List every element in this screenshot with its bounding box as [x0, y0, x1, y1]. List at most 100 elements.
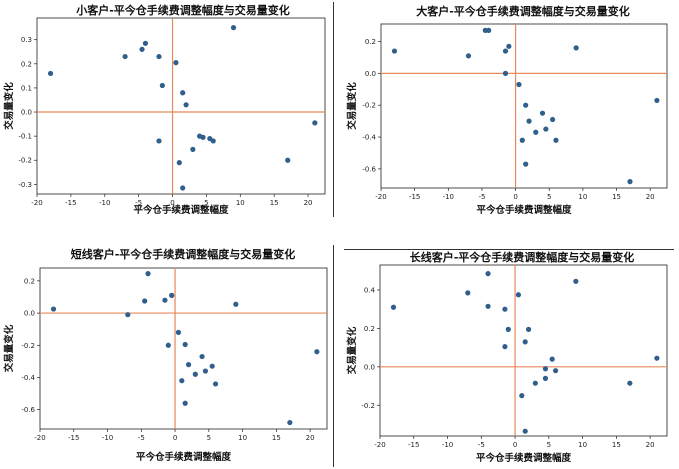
- y-tick-label: 0.0: [364, 363, 375, 371]
- scatter-point: [314, 349, 320, 355]
- y-tick-label: -0.1: [18, 133, 32, 141]
- y-axis-label: 交易量变化: [346, 326, 358, 374]
- x-tick-label: 0: [170, 199, 174, 207]
- scatter-point: [142, 298, 148, 304]
- scatter-point: [162, 297, 168, 303]
- panel-divider-horizontal: [344, 249, 674, 250]
- scatter-point: [654, 355, 660, 361]
- scatter-point: [552, 368, 559, 374]
- x-tick-label: 10: [236, 199, 245, 207]
- scatter-point: [506, 43, 512, 49]
- y-tick-label: 0.2: [365, 38, 376, 46]
- x-tick-label: -5: [478, 441, 485, 449]
- scatter-point: [627, 179, 633, 185]
- x-tick-label: 10: [238, 434, 247, 442]
- scatter-point: [390, 304, 397, 310]
- scatter-point: [179, 378, 185, 384]
- scatter-point: [543, 126, 549, 132]
- plot-area-frame: [36, 17, 326, 195]
- scatter-point: [175, 329, 182, 335]
- scatter-point: [526, 118, 532, 124]
- scatter-point: [156, 53, 162, 60]
- y-axis-label: 交易量变化: [3, 324, 15, 372]
- plot-area-frame: [379, 264, 668, 437]
- scatter-point: [199, 353, 205, 360]
- scatter-point: [169, 292, 175, 298]
- y-axis-label: 交易量变化: [346, 82, 358, 130]
- scatter-point: [287, 419, 293, 426]
- panel-divider-top: [333, 2, 334, 217]
- x-tick-label: 15: [612, 193, 621, 201]
- panel-divider-bottom: [333, 245, 334, 467]
- scatter-point: [523, 161, 529, 167]
- x-tick-label: 15: [270, 199, 279, 207]
- x-axis-label: 平今仓手续费调整幅度: [136, 451, 232, 463]
- scatter-point: [502, 70, 509, 76]
- scatter-point: [391, 48, 398, 54]
- scatter-point: [486, 27, 492, 33]
- scatter-point: [125, 312, 131, 318]
- x-tick-label: 10: [578, 193, 587, 201]
- x-tick-label: 20: [646, 441, 655, 449]
- scatter-point: [532, 380, 538, 386]
- scatter-point: [522, 428, 528, 434]
- scatter-point: [573, 278, 579, 284]
- y-tick-label: -0.4: [362, 134, 376, 142]
- scatter-point: [165, 342, 171, 348]
- y-tick-label: 0.0: [365, 70, 376, 78]
- x-tick-label: -10: [443, 193, 454, 201]
- scatter-point: [122, 53, 128, 60]
- scatter-point: [525, 326, 532, 332]
- scatter-point: [176, 160, 182, 166]
- x-tick-label: -10: [442, 441, 453, 449]
- y-tick-label: 0.0: [21, 109, 32, 117]
- scatter-point: [182, 341, 188, 348]
- scatter-point: [212, 381, 219, 387]
- x-tick-label: 0: [173, 434, 177, 442]
- y-tick-label: -0.2: [362, 102, 376, 110]
- y-tick-label: 0.0: [24, 310, 35, 318]
- scatter-point: [173, 60, 179, 66]
- y-tick-label: 0.4: [364, 286, 376, 294]
- scatter-point: [139, 46, 145, 52]
- scatter-point: [230, 25, 237, 31]
- y-axis-label: 交易量变化: [3, 82, 15, 130]
- y-tick-label: -0.3: [18, 181, 32, 189]
- chart-title: 小客户-平今仓手续费调整幅度与交易量变化: [75, 3, 290, 17]
- chart-title: 大客户-平今仓手续费调整幅度与交易量变化: [416, 4, 630, 18]
- scatter-point: [285, 157, 291, 163]
- x-tick-label: -20: [31, 199, 42, 207]
- scatter-point: [553, 137, 559, 143]
- x-tick-label: -15: [408, 441, 419, 449]
- scatter-point: [505, 326, 511, 332]
- x-tick-label: 5: [547, 441, 551, 449]
- scatter-point: [159, 82, 165, 89]
- scatter-point: [533, 129, 539, 135]
- scatter-point: [522, 339, 528, 345]
- scatter-point: [156, 138, 162, 144]
- scatter-point: [502, 306, 508, 312]
- y-tick-label: -0.2: [361, 402, 375, 410]
- scatter-point: [515, 292, 522, 298]
- x-tick-label: 15: [612, 441, 621, 449]
- x-axis-label: 平今仓手续费调整幅度: [133, 204, 229, 216]
- x-axis-label: 平今仓手续费调整幅度: [476, 204, 572, 216]
- scatter-point: [185, 362, 192, 368]
- scatter-point: [180, 185, 186, 191]
- scatter-point: [233, 301, 239, 307]
- x-tick-label: 10: [578, 441, 587, 449]
- scatter-point: [192, 371, 198, 377]
- x-tick-label: -5: [478, 193, 485, 201]
- scatter-point: [465, 290, 471, 296]
- y-tick-label: 0.2: [364, 325, 375, 333]
- scatter-point: [312, 120, 318, 126]
- x-tick-label: -10: [99, 199, 110, 207]
- scatter-point: [183, 102, 189, 108]
- plot-area-frame: [380, 23, 668, 189]
- scatter-point: [145, 271, 151, 277]
- y-tick-label: 0.2: [24, 277, 35, 285]
